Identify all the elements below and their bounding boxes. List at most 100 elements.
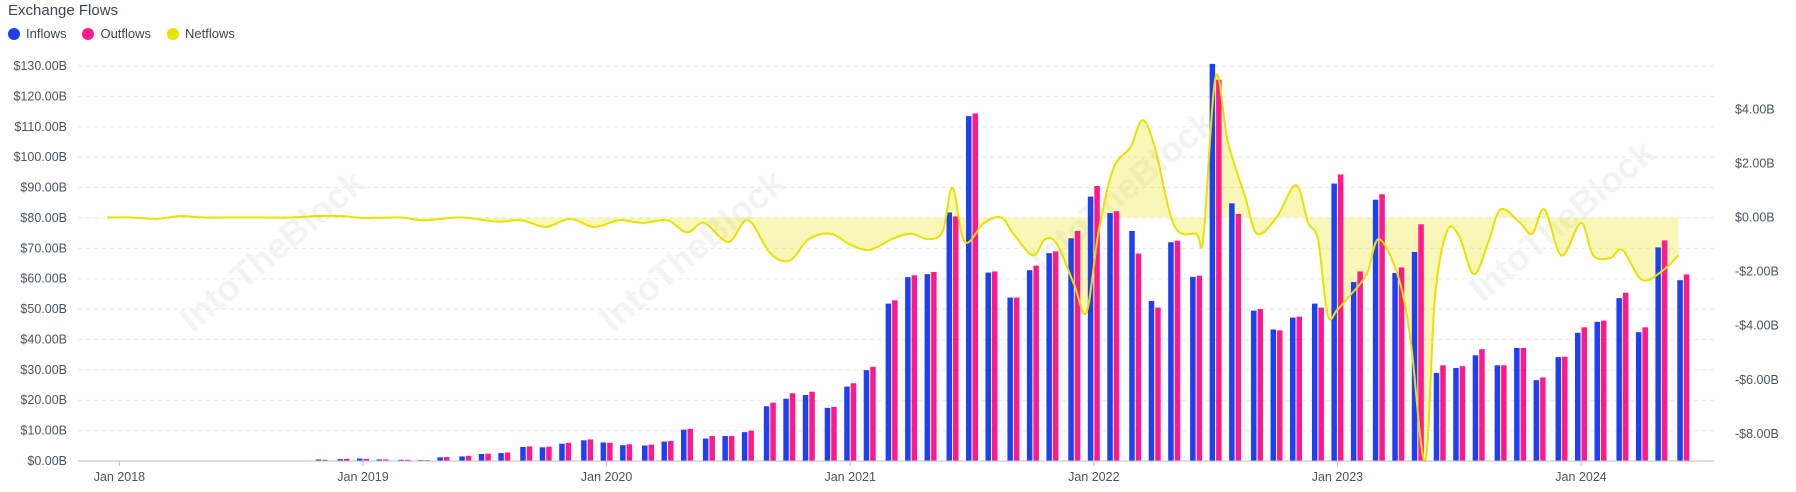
inflows-bar <box>924 274 931 461</box>
outflows-bar <box>809 391 815 461</box>
outflows-bar <box>953 216 959 461</box>
legend-swatch-inflows <box>8 27 20 40</box>
inflows-bar <box>376 459 383 461</box>
x-axis-tick-label: Jan 2020 <box>581 470 632 484</box>
inflows-bar <box>1616 298 1622 461</box>
outflows-bar <box>1257 309 1264 461</box>
outflows-bar <box>1318 307 1324 461</box>
netflows-line-layer <box>107 73 1680 463</box>
outflows-bar <box>1683 274 1690 461</box>
legend-item-netflows[interactable]: Netflows <box>167 26 235 41</box>
outflows-bar <box>1135 253 1142 461</box>
outflows-bar <box>1622 292 1629 461</box>
inflows-bar <box>600 442 607 461</box>
x-axis-tick-label: Jan 2023 <box>1312 470 1363 484</box>
inflows-bar <box>863 370 870 461</box>
outflows-bar <box>526 446 533 461</box>
inflows-bar <box>1168 242 1174 461</box>
outflows-bar <box>1052 251 1059 461</box>
inflows-bar <box>1635 332 1642 461</box>
legend-swatch-outflows <box>82 27 95 40</box>
outflows-bar <box>748 430 754 461</box>
left-axis-tick-label: $50.00B <box>20 302 67 316</box>
inflows-bar <box>1026 270 1033 461</box>
x-axis-tick-label: Jan 2022 <box>1068 470 1119 484</box>
outflows-bar <box>972 113 979 462</box>
inflows-bar <box>1372 199 1379 461</box>
outflows-bar <box>626 444 633 461</box>
left-axis-tick-label: $0.00B <box>27 454 67 468</box>
inflows-bar <box>1190 276 1196 461</box>
outflows-bar <box>789 393 796 461</box>
outflows-bar <box>607 442 613 461</box>
outflows-bar <box>1074 230 1081 461</box>
outflows-bar <box>648 444 655 461</box>
left-axis-tick-label: $30.00B <box>20 363 67 377</box>
inflows-bar <box>681 429 687 461</box>
outflows-bar <box>1155 307 1161 461</box>
inflows-bar <box>885 303 892 461</box>
outflows-bar <box>931 272 937 461</box>
inflows-bar <box>1229 203 1235 462</box>
inflows-bar <box>1007 297 1013 461</box>
outflows-bar <box>1601 320 1607 461</box>
outflows-bar <box>1479 349 1485 461</box>
inflows-bar <box>1533 380 1540 461</box>
legend-label-netflows: Netflows <box>185 26 235 41</box>
inflows-bar <box>459 456 465 461</box>
x-axis-tick-label: Jan 2024 <box>1555 470 1606 484</box>
legend-swatch-netflows <box>167 27 180 40</box>
inflows-bar <box>1331 183 1337 462</box>
left-axis-tick-label: $80.00B <box>20 211 67 225</box>
inflows-bar <box>802 395 809 461</box>
inflows-bar <box>1677 280 1683 461</box>
inflows-bar <box>1290 317 1296 461</box>
left-axis-tick-label: $70.00B <box>20 241 67 255</box>
outflows-bar <box>1501 365 1507 461</box>
inflows-bar <box>315 459 322 461</box>
inflows-bar <box>559 443 565 461</box>
outflows-bar <box>546 446 552 461</box>
outflows-bar <box>1013 297 1020 461</box>
inflows-bar <box>1209 63 1216 461</box>
outflows-bar <box>485 453 491 461</box>
inflows-bar <box>642 445 648 461</box>
inflows-bar <box>1270 329 1277 461</box>
inflows-bar <box>1068 238 1074 461</box>
inflows-bar <box>1107 213 1113 461</box>
outflows-bar <box>1357 271 1363 461</box>
inflows-bar <box>539 447 546 461</box>
inflows-bar <box>398 459 404 461</box>
outflows-bar <box>1277 330 1283 461</box>
inflows-bar <box>985 272 992 461</box>
outflows-bar <box>383 459 389 461</box>
inflows-bar <box>1129 230 1135 461</box>
netflows-area-layer <box>107 74 1679 462</box>
inflows-bar <box>824 407 831 461</box>
outflows-bar <box>728 436 735 461</box>
netflows-area <box>107 74 1679 462</box>
axes-layer: $0.00B $10.00B $20.00B $30.00B $40.00B $50.00… <box>13 59 1778 484</box>
outflows-bar <box>1520 347 1527 461</box>
outflows-bar <box>911 275 918 461</box>
watermark-text: IntoTheBlock <box>591 161 793 340</box>
legend-item-outflows[interactable]: Outflows <box>82 26 151 41</box>
right-axis-tick-label: -$6.00B <box>1735 373 1779 387</box>
outflows-bar <box>443 457 450 461</box>
x-axis-tick-label: Jan 2018 <box>94 470 145 484</box>
inflows-bar <box>1472 355 1479 461</box>
legend-label-outflows: Outflows <box>100 26 152 41</box>
legend-item-inflows[interactable]: Inflows <box>8 26 66 41</box>
outflows-bar <box>344 458 350 461</box>
inflows-bar <box>1046 253 1052 461</box>
left-axis-tick-label: $130.00B <box>13 59 67 73</box>
outflows-bar <box>465 455 472 461</box>
outflows-bar <box>322 459 328 461</box>
inflows-bar <box>1453 368 1459 461</box>
inflows-bar <box>763 406 770 461</box>
outflows-bar <box>709 436 715 461</box>
outflows-bar <box>504 452 511 461</box>
inflows-bar <box>661 441 668 461</box>
legend: Inflows Outflows Netflows <box>8 26 235 41</box>
